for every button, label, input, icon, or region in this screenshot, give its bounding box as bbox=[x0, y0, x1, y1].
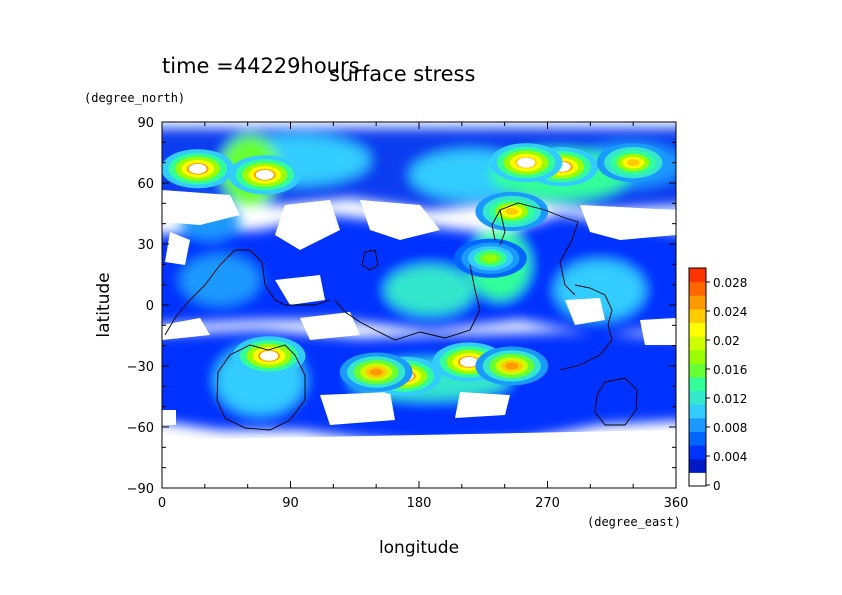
colorbar-swatch bbox=[689, 281, 706, 296]
colorbar-swatch bbox=[689, 431, 706, 446]
y-tick-label: 90 bbox=[137, 116, 154, 131]
colorbar-swatch bbox=[689, 363, 706, 378]
hotspot-core bbox=[188, 163, 207, 174]
hotspot-core bbox=[260, 350, 279, 361]
hotspot-core bbox=[517, 157, 536, 168]
hotspot-ring bbox=[505, 362, 519, 370]
hotspot-core bbox=[255, 169, 274, 180]
colorbar-swatch bbox=[689, 377, 706, 392]
calm-region bbox=[162, 318, 210, 340]
x-tick-label: 90 bbox=[282, 496, 299, 511]
coastline-island bbox=[361, 249, 379, 271]
y-tick-label: 60 bbox=[137, 177, 154, 192]
hotspot-ring bbox=[626, 159, 640, 167]
colorbar-label: 0.004 bbox=[713, 450, 747, 464]
x-tick-label: 180 bbox=[407, 496, 432, 511]
plot-area bbox=[162, 122, 676, 488]
colorbar-frame bbox=[688, 267, 707, 487]
colorbar-labels: 0.028 0.024 0.02 0.016 0.012 0.008 0.004… bbox=[713, 276, 747, 493]
colorbar-swatch bbox=[689, 390, 706, 405]
colorbar-label: 0.008 bbox=[713, 421, 747, 435]
x-axis-label: longitude bbox=[379, 538, 459, 558]
hotspot-ring bbox=[369, 368, 383, 376]
field-patch bbox=[385, 265, 475, 315]
coastline-africa bbox=[164, 249, 331, 336]
y-tick-label: −60 bbox=[127, 421, 154, 436]
hotspot-ring bbox=[483, 254, 497, 262]
calm-region bbox=[565, 298, 605, 325]
x-tick-label: 270 bbox=[535, 496, 560, 511]
calm-region bbox=[320, 392, 395, 425]
hotspot-ring bbox=[505, 207, 519, 215]
y-axis-label: latitude bbox=[94, 272, 114, 337]
colorbar-swatch bbox=[689, 404, 706, 419]
coastlines bbox=[164, 202, 638, 431]
colorbar-ticks bbox=[706, 281, 710, 486]
colorbar: 0.028 0.024 0.02 0.016 0.012 0.008 0.004… bbox=[688, 267, 747, 493]
chart-title: surface stress bbox=[329, 62, 475, 86]
calm-region bbox=[275, 200, 340, 250]
colorbar-swatch bbox=[689, 268, 706, 283]
colorbar-swatch bbox=[689, 349, 706, 364]
calm-region bbox=[580, 205, 676, 240]
coastline-north bbox=[491, 202, 579, 296]
y-tick-label: −90 bbox=[127, 482, 154, 497]
coastline-north-inner bbox=[499, 209, 506, 246]
coastline-south-island bbox=[594, 377, 638, 426]
hotspot-core bbox=[459, 356, 478, 367]
x-axis-unit: (degree_east) bbox=[587, 515, 681, 529]
x-tick-label: 0 bbox=[158, 496, 166, 511]
colorbar-swatch bbox=[689, 295, 706, 310]
colorbar-label: 0 bbox=[713, 479, 721, 493]
calm-region bbox=[162, 430, 676, 488]
y-axis-ticks bbox=[162, 121, 676, 489]
y-tick-label: 30 bbox=[137, 238, 154, 253]
hotspot-layer bbox=[162, 143, 670, 396]
y-axis-unit: (degree_north) bbox=[84, 91, 185, 105]
calm-region bbox=[360, 200, 440, 240]
calm-region bbox=[165, 232, 190, 265]
calm-region bbox=[162, 410, 176, 425]
colorbar-swatch bbox=[689, 336, 706, 351]
calm-regions bbox=[162, 190, 676, 488]
x-tick-label: 360 bbox=[664, 496, 689, 511]
field-patch bbox=[180, 255, 260, 305]
colorbar-label: 0.012 bbox=[713, 392, 747, 406]
colorbar-swatch bbox=[689, 458, 706, 473]
y-tick-labels: 90 60 30 0 −30 −60 −90 bbox=[127, 116, 154, 497]
colorbar-label: 0.024 bbox=[713, 305, 747, 319]
calm-region bbox=[455, 392, 510, 418]
colorbar-label: 0.02 bbox=[713, 334, 740, 348]
calm-region bbox=[640, 318, 676, 345]
colorbar-swatch bbox=[689, 417, 706, 432]
colorbar-swatch bbox=[689, 308, 706, 323]
colorbar-label: 0.028 bbox=[713, 276, 747, 290]
time-label: time =44229hours bbox=[162, 54, 360, 78]
coastline-australia-east bbox=[216, 344, 306, 431]
colorbar-swatch bbox=[689, 445, 706, 460]
colorbar-swatch bbox=[689, 472, 706, 487]
calm-region bbox=[162, 190, 240, 225]
x-tick-labels: 0 90 180 270 360 bbox=[158, 496, 689, 511]
colorbar-swatch bbox=[689, 322, 706, 337]
coastline-maritime bbox=[334, 264, 481, 341]
calm-region bbox=[275, 275, 325, 305]
calm-region bbox=[300, 312, 360, 340]
colorbar-label: 0.016 bbox=[713, 363, 747, 377]
coastline-east bbox=[559, 284, 613, 371]
y-tick-label: −30 bbox=[127, 360, 154, 375]
colorbar-swatches bbox=[689, 268, 706, 487]
y-tick-label: 0 bbox=[146, 299, 154, 314]
x-axis-ticks bbox=[161, 122, 677, 488]
